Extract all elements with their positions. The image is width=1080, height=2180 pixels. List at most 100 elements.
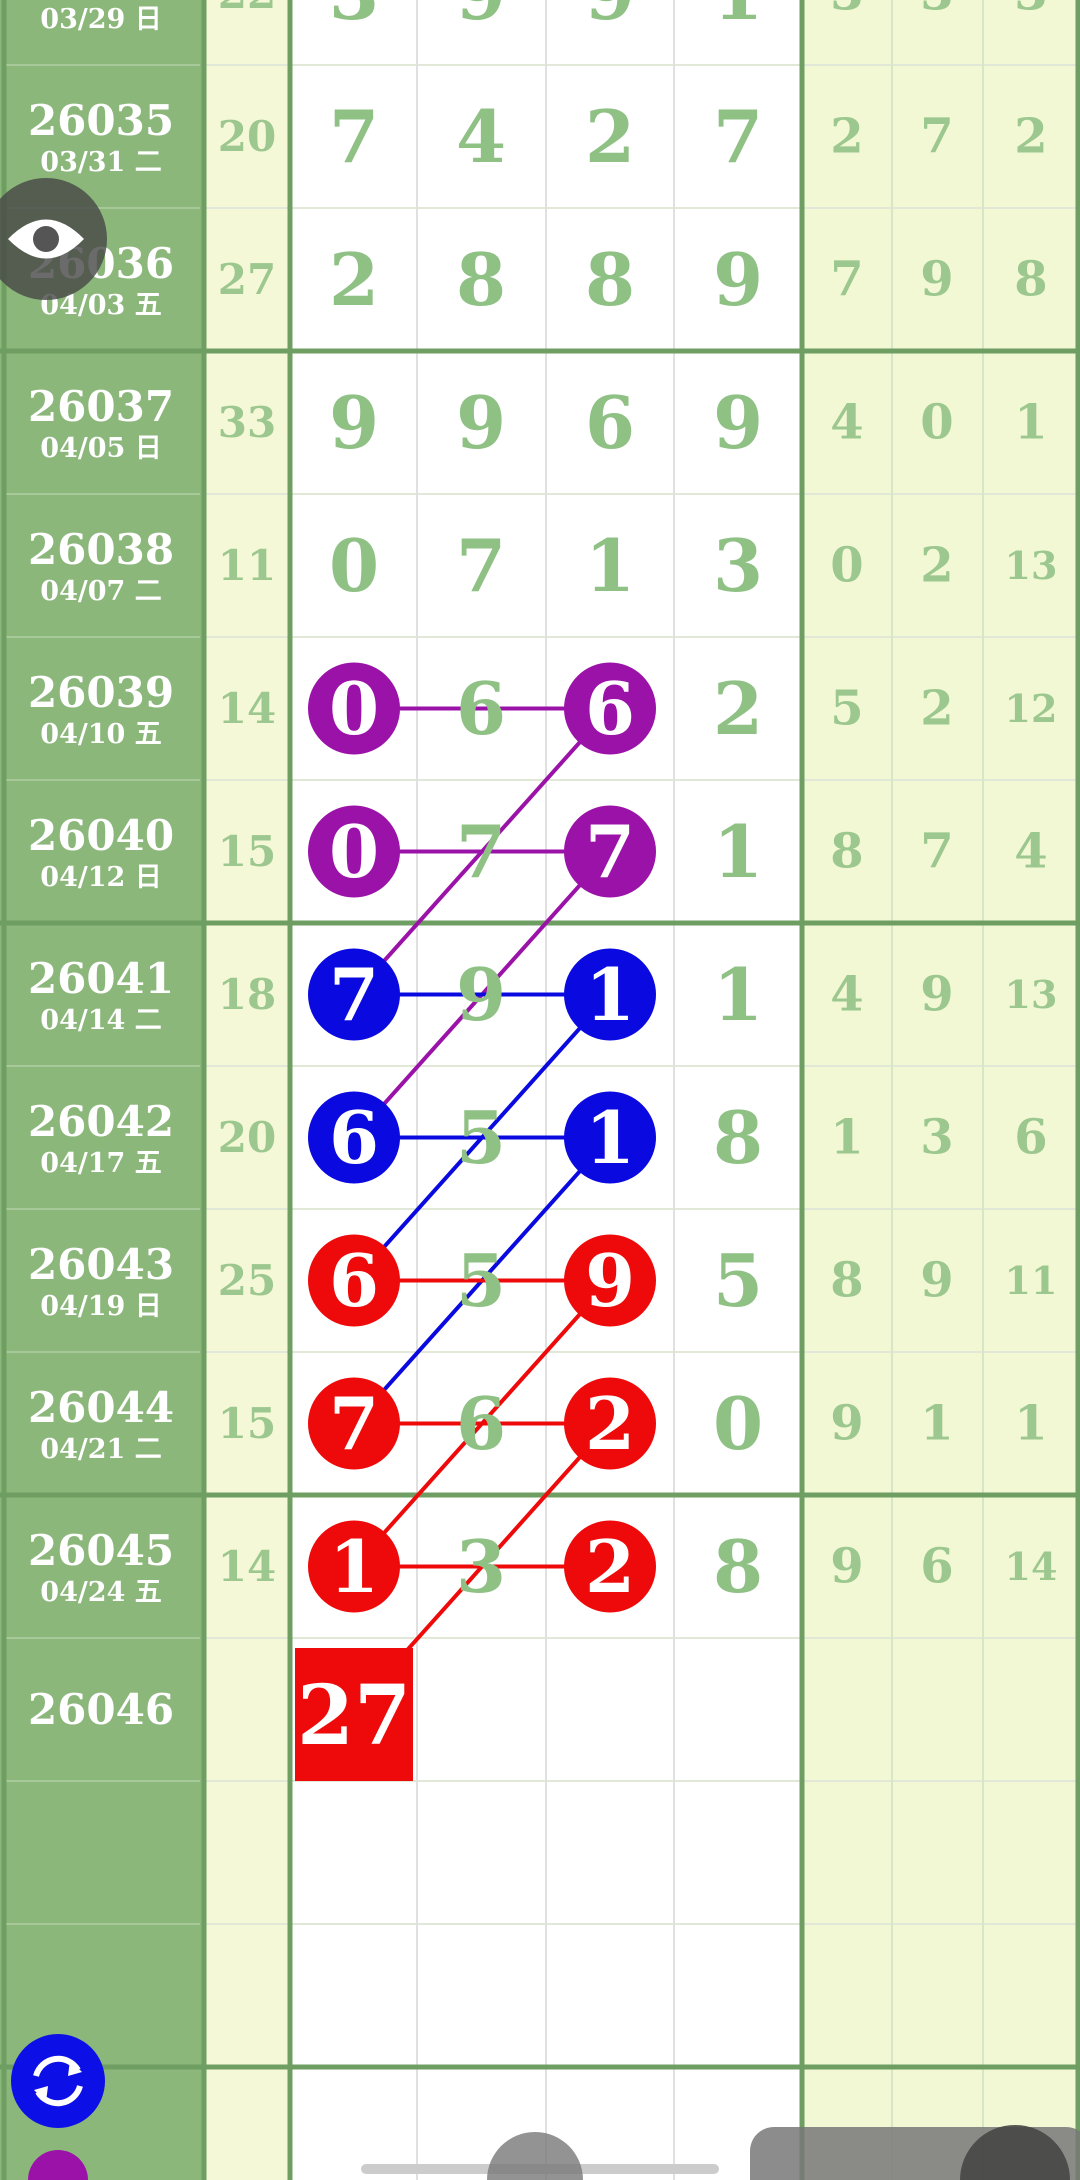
extra-value: 3 (830, 0, 863, 22)
extra-value: 2 (830, 109, 863, 165)
extra-column-bg (802, 0, 1080, 2180)
issue-date: 04/17 五 (40, 1148, 161, 1179)
digit: 4 (456, 94, 506, 179)
digit: 0 (329, 809, 379, 894)
digit: 1 (585, 1095, 635, 1180)
digit: 1 (713, 0, 763, 36)
highlight-circle (564, 1234, 656, 1327)
extra-value: 11 (1005, 1258, 1058, 1303)
digit: 7 (713, 94, 763, 179)
highlight-circle (564, 948, 656, 1041)
issue-number: 26040 (28, 811, 174, 860)
digit: 1 (585, 952, 635, 1037)
digit: 8 (456, 237, 506, 322)
sum-value: 15 (218, 827, 276, 876)
digit: 2 (585, 1524, 635, 1609)
digit: 7 (329, 94, 379, 179)
extra-value: 7 (830, 252, 863, 308)
extra-value: 0 (920, 395, 953, 451)
digit: 9 (329, 380, 379, 465)
sum-value: 20 (218, 1113, 276, 1162)
extra-value: 1 (830, 1110, 863, 1166)
extra-value: 9 (920, 967, 953, 1023)
sum-value: 22 (218, 0, 276, 18)
extra-value: 13 (1005, 972, 1058, 1017)
extra-value: 5 (830, 681, 863, 737)
issue-date: 04/10 五 (40, 719, 161, 750)
nav-button[interactable] (960, 2125, 1070, 2180)
issue-date: 04/12 日 (40, 862, 161, 893)
digit: 0 (329, 666, 379, 751)
issue-date: 04/19 日 (40, 1291, 161, 1322)
extra-value: 3 (920, 1110, 953, 1166)
eye-button[interactable] (0, 178, 107, 300)
digit: 1 (713, 809, 763, 894)
digit: 6 (329, 1238, 379, 1323)
extra-value: 3 (1014, 0, 1047, 22)
issue-number: 26046 (28, 1685, 174, 1734)
extra-value: 13 (1005, 543, 1058, 588)
digit: 6 (456, 1381, 506, 1466)
digit: 1 (585, 523, 635, 608)
digit: 8 (585, 237, 635, 322)
issue-number: 26043 (28, 1240, 174, 1289)
digit: 5 (456, 1095, 506, 1180)
extra-value: 2 (920, 538, 953, 594)
extra-value: 4 (830, 395, 863, 451)
sum-value: 14 (218, 684, 276, 733)
issue-number: 26035 (28, 96, 174, 145)
nav-button[interactable] (487, 2132, 583, 2180)
issue-date: 04/14 二 (40, 1005, 161, 1036)
extra-value: 1 (1014, 1396, 1047, 1452)
extra-value: 4 (830, 967, 863, 1023)
digit: 1 (329, 1524, 379, 1609)
extra-value: 7 (920, 824, 953, 880)
digit: 1 (713, 952, 763, 1037)
digit: 7 (585, 809, 635, 894)
prediction-value: 27 (297, 1668, 411, 1764)
refresh-button[interactable] (11, 2034, 105, 2128)
extra-value: 12 (1005, 686, 1058, 731)
issue-column-bg (0, 0, 204, 2180)
menu-button[interactable] (28, 2150, 88, 2180)
issue-number: 26038 (28, 525, 174, 574)
issue-number: 26037 (28, 382, 174, 431)
highlight-circle (308, 1091, 400, 1184)
extra-value: 9 (830, 1539, 863, 1595)
digit: 6 (329, 1095, 379, 1180)
eye-pupil (33, 226, 59, 252)
digit: 0 (713, 1381, 763, 1466)
digit: 8 (713, 1524, 763, 1609)
extra-value: 6 (920, 1539, 953, 1595)
digit: 2 (329, 237, 379, 322)
extra-value: 9 (920, 252, 953, 308)
sum-value: 20 (218, 112, 276, 161)
digit: 9 (585, 0, 635, 36)
highlight-circle (308, 662, 400, 755)
issue-number: 26042 (28, 1097, 174, 1146)
extra-value: 9 (830, 1396, 863, 1452)
highlight-circle (564, 1091, 656, 1184)
digit: 2 (713, 666, 763, 751)
digit: 9 (456, 0, 506, 36)
sum-value: 15 (218, 1399, 276, 1448)
prediction-box (295, 1648, 413, 1781)
refresh-button-bg (11, 2034, 105, 2128)
extra-value: 1 (920, 1396, 953, 1452)
issue-date: 04/07 二 (40, 576, 161, 607)
extra-value: 9 (920, 1253, 953, 1309)
digit: 7 (456, 809, 506, 894)
extra-value: 2 (920, 681, 953, 737)
digit: 0 (329, 523, 379, 608)
digit: 3 (713, 523, 763, 608)
highlight-circle (308, 1377, 400, 1470)
issue-number: 26039 (28, 668, 174, 717)
extra-value: 6 (1014, 1110, 1047, 1166)
issue-date: 03/29 日 (40, 4, 161, 35)
digit: 9 (585, 1238, 635, 1323)
extra-value: 0 (830, 538, 863, 594)
extra-value: 8 (830, 824, 863, 880)
issue-number: 26044 (28, 1383, 174, 1432)
